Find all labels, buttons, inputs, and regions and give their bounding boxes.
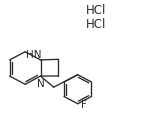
Text: HN: HN (26, 49, 41, 59)
Text: F: F (80, 99, 86, 109)
Text: N: N (37, 78, 45, 88)
Text: HCl: HCl (86, 4, 106, 17)
Text: HCl: HCl (86, 18, 106, 31)
